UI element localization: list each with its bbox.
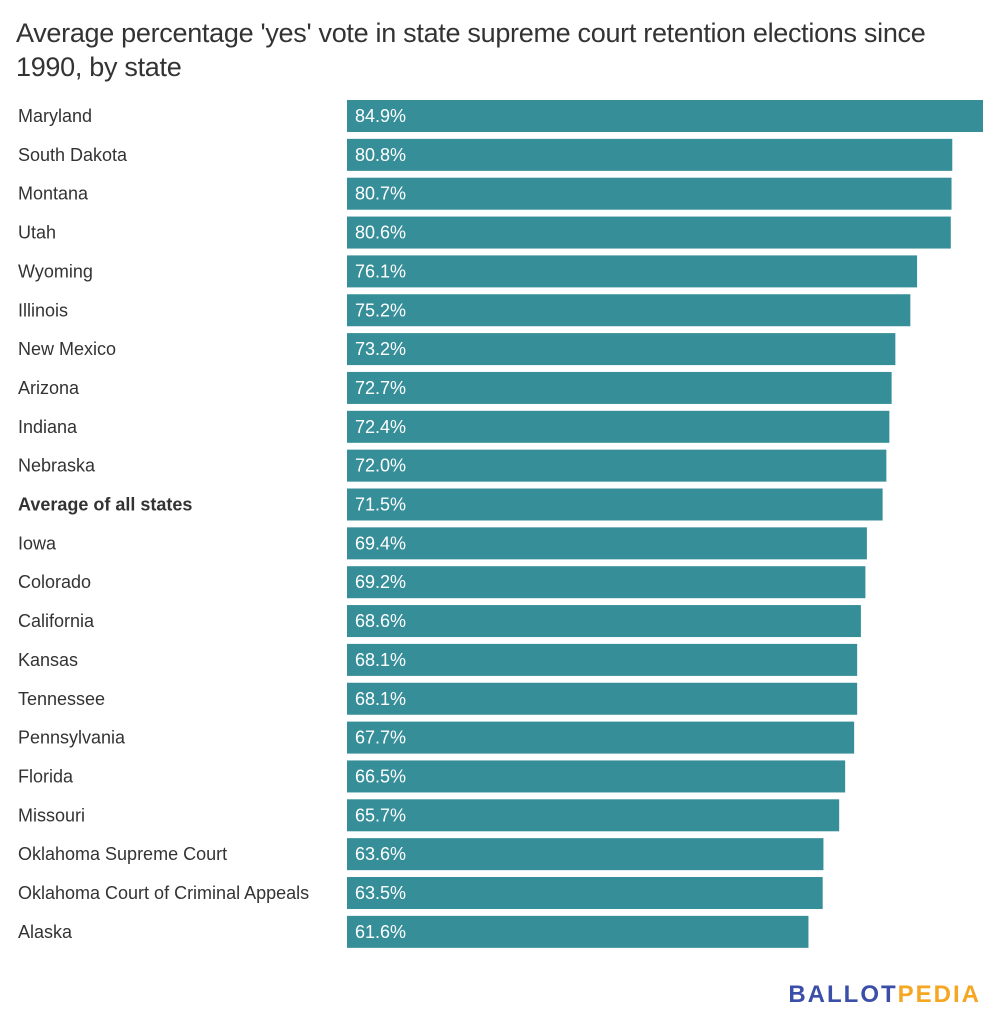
data-label: 73.2% (355, 339, 406, 359)
data-label: 69.4% (355, 533, 406, 553)
category-label: Indiana (18, 417, 78, 437)
bar (347, 838, 824, 871)
category-label: Oklahoma Supreme Court (18, 844, 227, 864)
bar (347, 643, 858, 676)
bar (347, 760, 846, 793)
category-label: California (18, 611, 95, 631)
category-label: New Mexico (18, 339, 116, 359)
bar-row: Alaska 61.6% (18, 915, 809, 948)
bar (347, 799, 840, 832)
bar-row: Wyoming 76.1% (18, 255, 918, 288)
data-label: 69.2% (355, 572, 406, 592)
bar-row: Utah 80.6% (18, 216, 951, 249)
bar-row: California 68.6% (18, 605, 861, 638)
data-label: 80.6% (355, 223, 406, 243)
bar (347, 721, 855, 754)
category-label: Montana (18, 184, 89, 204)
logo-part-ballot: BALLOT (788, 981, 898, 1008)
category-label: Oklahoma Court of Criminal Appeals (18, 883, 309, 903)
data-label: 80.8% (355, 145, 406, 165)
bar (347, 877, 823, 909)
category-label: Nebraska (18, 456, 96, 476)
bar-row: Oklahoma Supreme Court 63.6% (18, 838, 824, 871)
bar (347, 682, 858, 715)
bar-row: Kansas 68.1% (18, 643, 858, 676)
bar (347, 488, 883, 521)
bar-row: Illinois 75.2% (18, 294, 911, 327)
bar (347, 566, 866, 599)
data-label: 68.1% (355, 689, 406, 709)
data-label: 61.6% (355, 922, 406, 942)
bar-row: Arizona 72.7% (18, 371, 892, 404)
bar-row: Pennsylvania 67.7% (18, 721, 855, 754)
chart-title: Average percentage 'yes' vote in state s… (16, 18, 926, 82)
data-label: 63.6% (355, 844, 406, 864)
bar (347, 177, 952, 210)
bar-row: South Dakota 80.8% (18, 138, 953, 171)
category-label: Tennessee (18, 689, 105, 709)
bar (347, 216, 951, 249)
bar (347, 605, 861, 638)
category-label: Maryland (18, 106, 92, 126)
data-label: 72.4% (355, 417, 406, 437)
data-label: 68.1% (355, 650, 406, 670)
category-label: Kansas (18, 650, 78, 670)
bar (347, 371, 892, 404)
bar (347, 410, 890, 443)
category-label: South Dakota (18, 145, 128, 165)
bar-row: Oklahoma Court of Criminal Appeals 63.5% (18, 877, 823, 909)
data-label: 76.1% (355, 261, 406, 281)
data-label: 67.7% (355, 728, 406, 748)
data-label: 72.0% (355, 456, 406, 476)
category-label: Average of all states (18, 495, 192, 515)
bar (347, 915, 809, 948)
bar (347, 449, 887, 482)
category-label: Pennsylvania (18, 728, 126, 748)
data-label: 71.5% (355, 495, 406, 515)
bar-row: Tennessee 68.1% (18, 682, 858, 715)
category-label: Arizona (18, 378, 80, 398)
bar-row: Florida 66.5% (18, 760, 846, 793)
category-label: Iowa (18, 533, 57, 553)
bar-row: Iowa 69.4% (18, 527, 867, 560)
data-label: 84.9% (355, 106, 406, 126)
category-label: Utah (18, 223, 56, 243)
category-label: Wyoming (18, 261, 93, 281)
bar-row: Colorado 69.2% (18, 566, 866, 599)
bar (347, 100, 983, 132)
data-label: 80.7% (355, 184, 406, 204)
data-label: 75.2% (355, 300, 406, 320)
bar (347, 255, 918, 288)
bar (347, 138, 953, 171)
bar-row: Indiana 72.4% (18, 410, 890, 443)
bar (347, 527, 867, 560)
bar (347, 333, 896, 366)
category-label: Colorado (18, 572, 91, 592)
data-label: 63.5% (355, 883, 406, 903)
bar (347, 294, 911, 327)
logo-part-pedia: PEDIA (897, 981, 981, 1008)
data-label: 66.5% (355, 766, 406, 786)
data-label: 65.7% (355, 805, 406, 825)
category-label: Illinois (18, 300, 68, 320)
bar-row: Montana 80.7% (18, 177, 952, 210)
bar-row: Nebraska 72.0% (18, 449, 887, 482)
bar-row: Maryland 84.9% (18, 100, 983, 132)
data-label: 68.6% (355, 611, 406, 631)
ballotpedia-logo: BALLOTPEDIA (788, 981, 981, 1009)
bar-row: Average of all states 71.5% (18, 488, 883, 521)
category-label: Florida (18, 766, 74, 786)
bar-row: New Mexico 73.2% (18, 333, 896, 366)
bar-row: Missouri 65.7% (18, 799, 840, 832)
data-label: 72.7% (355, 378, 406, 398)
category-label: Missouri (18, 805, 85, 825)
category-label: Alaska (18, 922, 73, 942)
